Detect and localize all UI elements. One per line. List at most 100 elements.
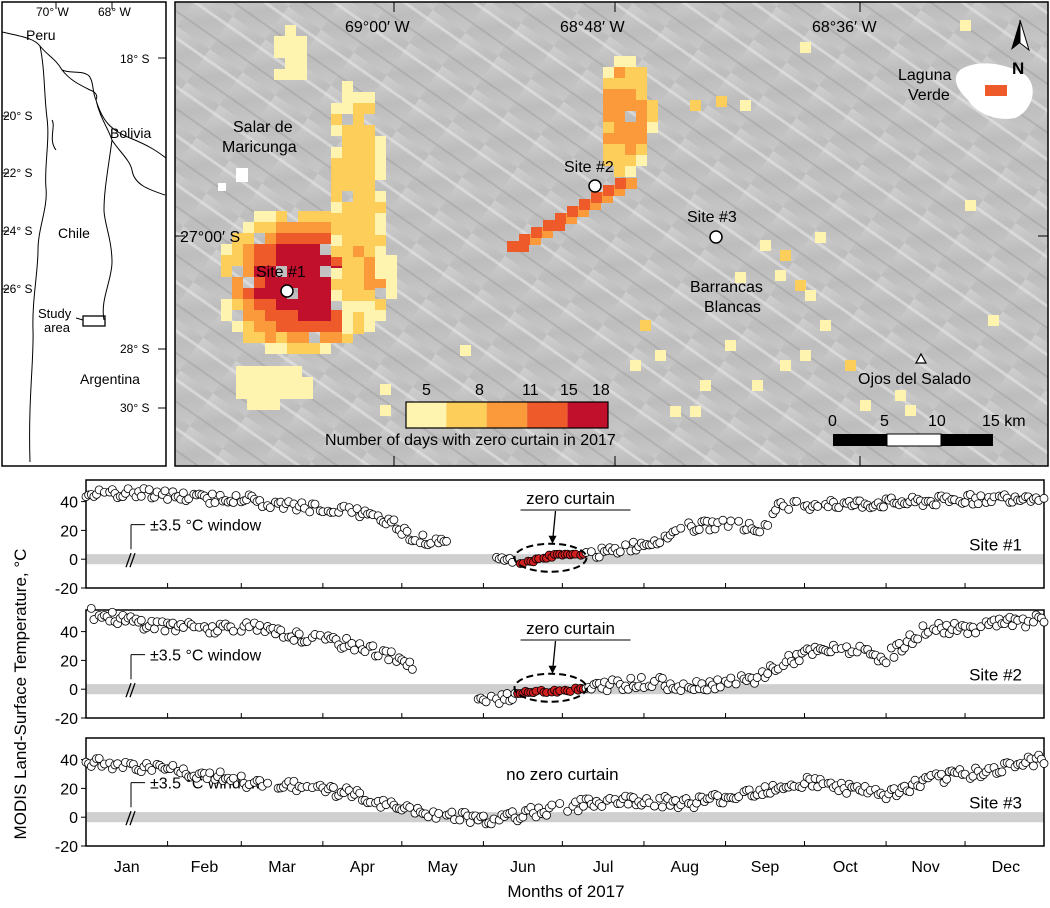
zero-curtain-pixel (614, 78, 625, 89)
zero-curtain-pixel (331, 321, 342, 332)
zero-curtain-pixel (386, 277, 397, 288)
lst-point (657, 802, 667, 812)
lst-point (879, 502, 888, 512)
zero-curtain-pixel (342, 103, 353, 114)
zero-curtain-pixel (254, 266, 265, 277)
zero-curtain-pixel (331, 246, 342, 257)
zero-curtain-pixel (636, 155, 647, 166)
zero-curtain-pixel (342, 169, 353, 180)
zero-curtain-pixel (353, 244, 364, 255)
lst-point (479, 811, 488, 821)
zero-curtain-pixel (625, 89, 636, 100)
lst-point (136, 615, 146, 625)
legend-swatch (567, 402, 608, 428)
zero-curtain-pixel (815, 232, 826, 243)
lst-point (913, 634, 923, 644)
lst-point (168, 760, 178, 770)
lst-point (763, 520, 773, 530)
zero-curtain-pixel (298, 321, 309, 332)
lst-point (715, 682, 725, 692)
axis-break-mark (129, 682, 136, 698)
y-tick-label: 40 (60, 625, 78, 642)
zero-curtain-pixel (353, 279, 364, 290)
zero-curtain-pixel (320, 233, 331, 244)
place-label-barrancas: Barrancas (690, 279, 763, 296)
zero-curtain-pixel (309, 321, 320, 332)
lst-point (310, 499, 320, 509)
lst-point (1039, 493, 1049, 503)
zero-curtain-pixel (364, 180, 375, 191)
window-label: ±3.5 °C window (150, 518, 262, 535)
zero-curtain-pixel (353, 147, 364, 158)
zero-curtain-pixel (375, 224, 386, 235)
zero-curtain-pixel (353, 136, 364, 147)
zero-curtain-pixel (614, 67, 625, 78)
panel-site-label: Site #1 (969, 536, 1022, 555)
zero-curtain-pixel (221, 310, 232, 321)
lst-point (144, 485, 154, 495)
zero-curtain-pixel (232, 233, 243, 244)
lst-point (942, 774, 952, 784)
zero-curtain-pixel (364, 277, 375, 288)
lst-point (597, 802, 607, 811)
zero-curtain-pixel (309, 288, 320, 299)
zero-curtain-pixel (614, 89, 625, 100)
zero-curtain-pixel (320, 310, 331, 321)
study-area-label: area (44, 320, 71, 335)
annotation-label: zero curtain (526, 489, 615, 508)
zero-curtain-pixel (364, 266, 375, 277)
zero-curtain-pixel (320, 211, 331, 222)
zero-curtain-pixel (364, 321, 375, 332)
lst-point (94, 754, 104, 763)
zero-curtain-pixel (309, 233, 320, 244)
zero-curtain-pixel (800, 42, 811, 53)
country-borders (1, 31, 167, 463)
country-label-chile: Chile (58, 225, 90, 241)
lst-point (973, 499, 983, 509)
zero-curtain-pixel-layer (221, 20, 999, 417)
zero-curtain-pixel (670, 406, 681, 417)
zero-curtain-pixel (287, 266, 298, 277)
zero-curtain-pixel (342, 235, 353, 246)
zero-curtain-pixel (236, 388, 247, 399)
zero-curtain-pixel (614, 166, 625, 177)
zero-curtain-pixel (542, 227, 553, 238)
zero-curtain-pixel (280, 388, 291, 399)
zero-curtain-pixel (647, 100, 658, 111)
zero-curtain-pixel (375, 246, 386, 257)
zero-curtain-pixel (364, 255, 375, 266)
zero-curtain-pixel (331, 290, 342, 301)
zero-curtain-pixel (375, 299, 386, 310)
lst-point (352, 504, 362, 514)
month-label: May (428, 859, 458, 876)
lst-point (734, 516, 744, 526)
zero-curtain-pixel (640, 320, 651, 331)
lst-point (355, 788, 365, 798)
legend-tick: 11 (522, 382, 539, 399)
zero-curtain-pixel (291, 377, 302, 388)
month-label: Aug (671, 859, 699, 876)
zero-curtain-pixel (309, 222, 320, 233)
zero-curtain-pixel (265, 332, 276, 343)
zero-curtain-pixel (614, 144, 625, 155)
map-lat-label: 27°00′ S (180, 229, 240, 246)
zero-curtain-pixel (988, 315, 999, 326)
site-label-3: Site #3 (687, 209, 737, 226)
lst-point (210, 498, 220, 507)
zero-curtain-pixel (375, 202, 386, 213)
zero-curtain-pixel (603, 100, 614, 111)
zero-curtain-pixel (232, 277, 243, 288)
zero-curtain-pixel (296, 47, 307, 58)
zero-curtain-pixel (364, 92, 375, 103)
legend-color-bar (405, 401, 609, 429)
zero-curtain-pixel (375, 169, 386, 180)
zero-curtain-pixel (636, 78, 647, 89)
zero-curtain-pixel (342, 312, 353, 323)
zero-curtain-pixel (309, 277, 320, 288)
zero-curtain-pixel (287, 321, 298, 332)
zero-curtain-pixel (591, 192, 602, 203)
inset-lat-label: 20° S (3, 109, 32, 123)
zero-curtain-pixel (965, 200, 976, 211)
study-area-leader (75, 317, 84, 321)
lst-point (547, 800, 557, 810)
